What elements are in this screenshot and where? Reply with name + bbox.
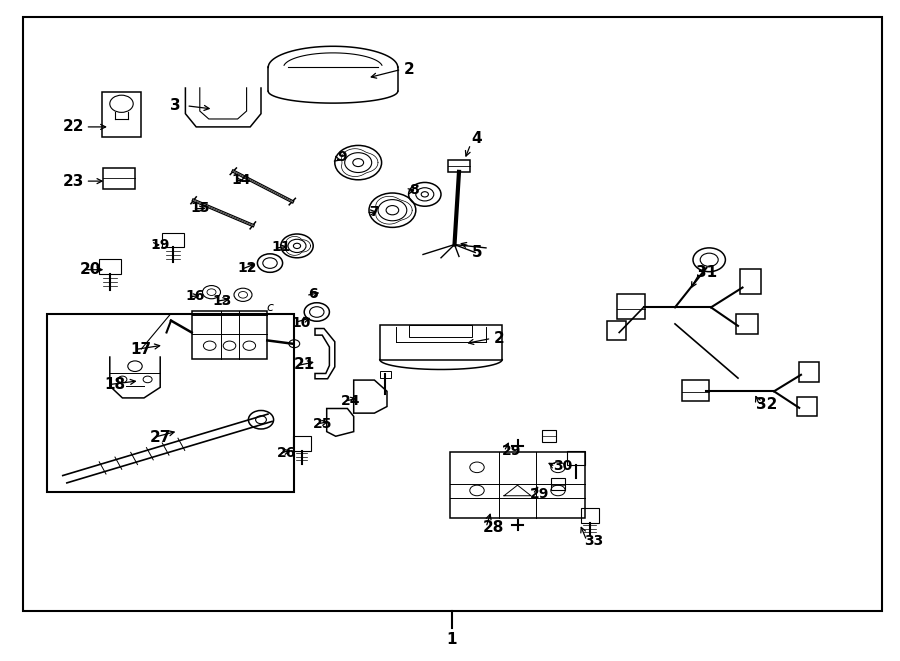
Text: 12: 12 [238, 261, 257, 276]
Text: 20: 20 [79, 262, 101, 277]
Text: 15: 15 [190, 201, 210, 215]
Text: 22: 22 [63, 120, 85, 134]
Text: 27: 27 [149, 430, 171, 445]
Bar [736, 314, 758, 334]
Text: 18: 18 [104, 377, 126, 392]
Text: 31: 31 [696, 265, 717, 280]
Bar [799, 362, 819, 382]
Text: 21: 21 [293, 358, 315, 372]
Text: 16: 16 [185, 289, 205, 303]
Text: 23: 23 [63, 174, 85, 188]
Text: 3: 3 [170, 98, 181, 113]
Bar [542, 430, 556, 442]
Text: 30: 30 [553, 459, 572, 473]
Text: 29: 29 [530, 487, 550, 502]
Bar [292, 436, 310, 451]
Bar [580, 508, 598, 523]
Text: 13: 13 [212, 293, 232, 308]
Bar [47, 314, 294, 492]
Text: 6: 6 [309, 287, 318, 301]
Bar [380, 371, 391, 378]
Text: 29: 29 [501, 444, 521, 458]
Bar [102, 92, 141, 137]
Bar [551, 478, 565, 490]
Bar [192, 311, 267, 359]
Bar [607, 321, 626, 340]
Text: 33: 33 [584, 533, 604, 548]
Bar [380, 325, 502, 360]
Bar [616, 294, 645, 319]
Text: 26: 26 [276, 446, 296, 460]
Bar [567, 451, 585, 465]
Text: 14: 14 [231, 173, 251, 187]
Text: 8: 8 [410, 183, 418, 198]
Text: 2: 2 [404, 62, 415, 77]
Text: 32: 32 [756, 397, 778, 412]
Bar [99, 259, 121, 274]
Text: 19: 19 [150, 237, 170, 252]
Text: 28: 28 [482, 520, 504, 535]
Bar [162, 233, 184, 247]
Text: c: c [266, 301, 274, 314]
Bar [797, 397, 817, 416]
Text: 2: 2 [494, 331, 505, 346]
Bar [682, 380, 709, 401]
Text: 5: 5 [472, 245, 482, 260]
Bar [448, 160, 470, 172]
Text: 25: 25 [312, 417, 332, 432]
Bar [450, 452, 585, 518]
Text: 4: 4 [472, 132, 482, 146]
Text: 10: 10 [292, 315, 311, 330]
Text: 24: 24 [341, 394, 361, 408]
Text: 7: 7 [369, 204, 378, 219]
Text: 11: 11 [271, 240, 291, 254]
Bar [103, 168, 135, 189]
Text: 9: 9 [338, 150, 346, 165]
Bar [410, 325, 472, 337]
Text: 17: 17 [130, 342, 152, 356]
Bar [740, 269, 761, 294]
Text: 1: 1 [446, 633, 457, 647]
